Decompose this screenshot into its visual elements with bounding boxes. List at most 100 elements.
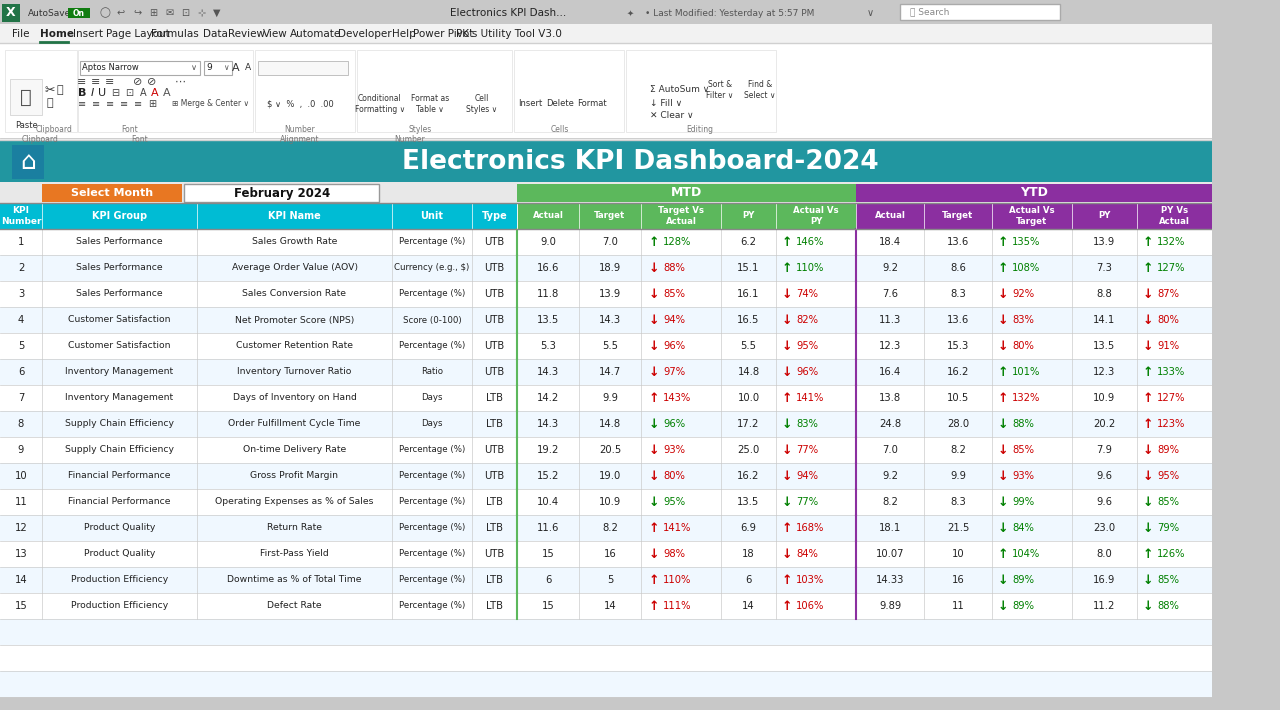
Text: Order Fulfillment Cycle Time: Order Fulfillment Cycle Time	[228, 420, 361, 429]
Text: A: A	[140, 88, 146, 98]
Text: 141%: 141%	[796, 393, 824, 403]
Text: ✦: ✦	[626, 9, 634, 18]
Bar	[856, 184, 1212, 202]
Text: ↑: ↑	[1143, 417, 1153, 430]
Text: 127%: 127%	[1157, 393, 1185, 403]
Text: Format: Format	[577, 99, 607, 109]
Text: 132%: 132%	[1012, 393, 1041, 403]
Text: 5.5: 5.5	[602, 341, 618, 351]
Text: 8.8: 8.8	[1097, 289, 1112, 299]
Text: 101%: 101%	[1012, 367, 1041, 377]
Text: ↑: ↑	[1143, 236, 1153, 248]
Text: ⊡: ⊡	[125, 88, 133, 98]
Text: ↑: ↑	[782, 236, 792, 248]
Text: U: U	[99, 88, 106, 98]
Text: Unit: Unit	[421, 211, 443, 221]
Text: 10: 10	[14, 471, 27, 481]
Text: ⊹: ⊹	[197, 8, 205, 18]
Text: Type: Type	[481, 211, 507, 221]
Text: ↓: ↓	[649, 469, 659, 483]
Text: 14.8: 14.8	[599, 419, 621, 429]
Text: 89%: 89%	[1157, 445, 1179, 455]
Text: 93%: 93%	[1012, 471, 1034, 481]
Bar	[1212, 0, 1280, 710]
Text: ↓: ↓	[998, 522, 1009, 535]
Text: 108%: 108%	[1012, 263, 1041, 273]
Text: 126%: 126%	[1157, 549, 1185, 559]
Text: A: A	[151, 88, 159, 98]
Text: UTB: UTB	[484, 549, 504, 559]
Text: 14: 14	[14, 575, 27, 585]
Text: ↑: ↑	[998, 261, 1009, 275]
Text: 🔍 Search: 🔍 Search	[910, 8, 950, 16]
Text: ↑: ↑	[782, 574, 792, 586]
Bar	[0, 182, 1280, 204]
Text: ↓: ↓	[1143, 339, 1153, 352]
Text: 15.1: 15.1	[737, 263, 760, 273]
Text: 143%: 143%	[663, 393, 691, 403]
Text: Power Pivot: Power Pivot	[413, 29, 474, 39]
Text: 🖌: 🖌	[46, 98, 54, 108]
Text: ↓: ↓	[649, 547, 659, 560]
Text: 84%: 84%	[1012, 523, 1034, 533]
Text: 123%: 123%	[1157, 419, 1185, 429]
Text: AutoSave: AutoSave	[28, 9, 72, 18]
Text: ↓: ↓	[649, 496, 659, 508]
Text: UTB: UTB	[484, 315, 504, 325]
Text: 📄: 📄	[56, 85, 63, 95]
Text: ✕ Clear ∨: ✕ Clear ∨	[650, 111, 694, 121]
Text: 19.2: 19.2	[536, 445, 559, 455]
Bar	[517, 184, 856, 202]
Bar	[0, 515, 1280, 541]
Text: 16.4: 16.4	[879, 367, 901, 377]
Text: Sort &
Filter ∨: Sort & Filter ∨	[707, 80, 733, 100]
Text: 84%: 84%	[796, 549, 818, 559]
Text: 94%: 94%	[796, 471, 818, 481]
Text: 6.2: 6.2	[741, 237, 756, 247]
Text: ↓: ↓	[1143, 496, 1153, 508]
Text: Days: Days	[421, 393, 443, 403]
Text: Alignment: Alignment	[280, 134, 320, 143]
Text: 14.3: 14.3	[536, 367, 559, 377]
Text: ↓: ↓	[1143, 469, 1153, 483]
Text: ↓: ↓	[782, 339, 792, 352]
Bar	[78, 50, 253, 132]
Text: Page Layout: Page Layout	[106, 29, 170, 39]
Text: ↓: ↓	[782, 496, 792, 508]
Text: Sales Performance: Sales Performance	[77, 238, 163, 246]
Text: Number: Number	[394, 134, 425, 143]
Text: UTB: UTB	[484, 341, 504, 351]
Text: 96%: 96%	[663, 341, 685, 351]
Text: ↓: ↓	[649, 366, 659, 378]
Text: 91%: 91%	[1157, 341, 1179, 351]
Text: 146%: 146%	[796, 237, 824, 247]
Bar	[515, 50, 625, 132]
Bar	[0, 541, 1280, 567]
Text: Actual Vs
Target: Actual Vs Target	[1009, 207, 1055, 226]
Text: 10.9: 10.9	[599, 497, 621, 507]
Text: ↓: ↓	[649, 261, 659, 275]
Text: ↓: ↓	[998, 288, 1009, 300]
Text: 85%: 85%	[663, 289, 685, 299]
Bar	[0, 359, 1280, 385]
Text: 14.8: 14.8	[737, 367, 759, 377]
Text: 13.6: 13.6	[947, 237, 969, 247]
Text: Percentage (%): Percentage (%)	[399, 445, 465, 454]
Bar	[12, 145, 44, 179]
Bar	[924, 203, 992, 229]
Text: 6.9: 6.9	[741, 523, 756, 533]
Text: 8.3: 8.3	[950, 289, 966, 299]
Text: ↓: ↓	[649, 288, 659, 300]
Text: UTB: UTB	[484, 263, 504, 273]
Text: 80%: 80%	[1157, 315, 1179, 325]
Text: 18.4: 18.4	[879, 237, 901, 247]
Text: Inventory Management: Inventory Management	[65, 368, 174, 376]
Text: ↑: ↑	[1143, 261, 1153, 275]
Text: 9.2: 9.2	[882, 471, 899, 481]
Text: PK's Utility Tool V3.0: PK's Utility Tool V3.0	[456, 29, 562, 39]
Text: 95%: 95%	[663, 497, 685, 507]
Text: 96%: 96%	[796, 367, 818, 377]
Text: Insert: Insert	[518, 99, 543, 109]
Text: 85%: 85%	[1157, 497, 1179, 507]
Text: 9.0: 9.0	[540, 237, 556, 247]
